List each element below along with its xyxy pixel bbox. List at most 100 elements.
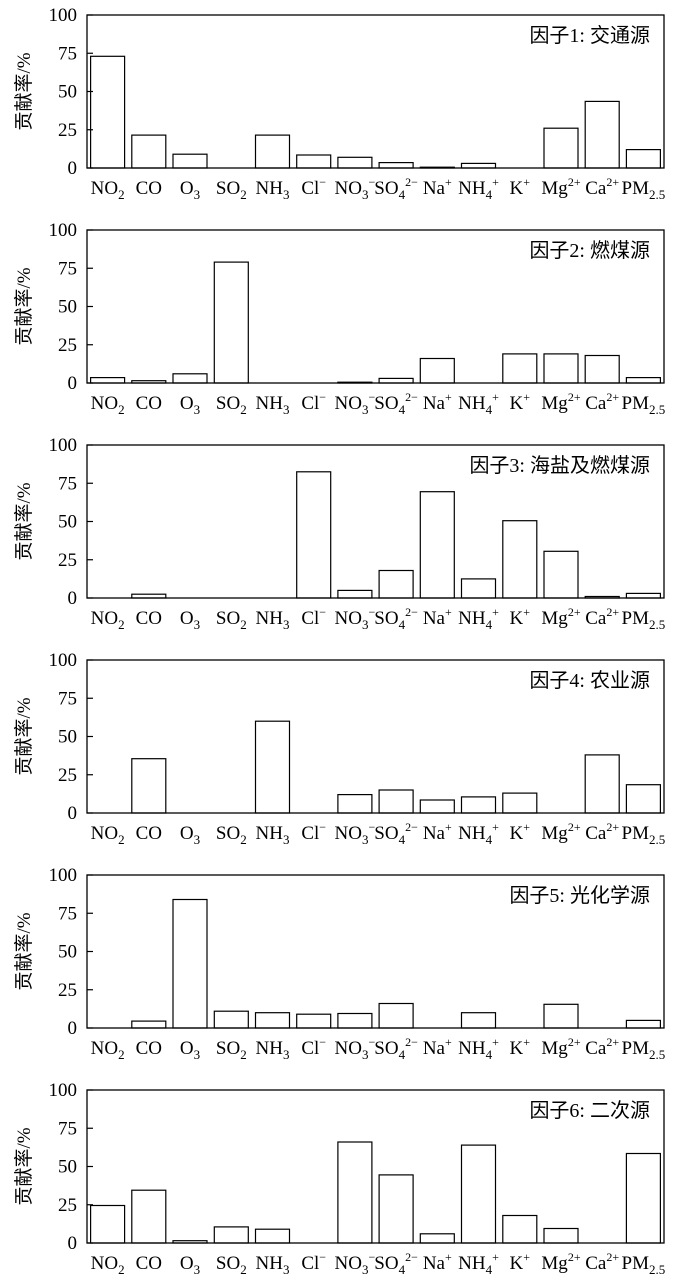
y-tick-label: 75 [58,43,77,64]
bar-1-6 [296,154,332,169]
bar-3-7 [337,589,373,599]
y-tick-label: 50 [58,297,77,318]
category-label: Cl− [301,1035,326,1059]
y-tick-label: 75 [58,258,77,279]
panel-title: 因子4: 农业源 [529,669,650,692]
category-label: K+ [510,820,531,844]
bar-5-3 [172,898,208,1029]
category-label: SO2 [216,1038,247,1062]
category-label: NH4+ [458,390,499,417]
y-tick-label: 0 [68,1018,78,1039]
y-tick-label: 100 [49,1080,78,1101]
bar-4-7 [337,793,373,814]
category-label: PM2.5 [622,608,666,632]
bar-6-5 [254,1228,291,1244]
category-label: PM2.5 [622,1038,666,1062]
category-label: O3 [180,823,200,847]
y-tick-label: 25 [58,765,77,786]
y-tick-label: 50 [58,1157,77,1178]
category-label: NH4+ [458,175,499,202]
category-label: NH4+ [458,1035,499,1062]
category-label: Cl− [301,175,326,199]
bar-4-13 [584,754,620,814]
category-label: NH3 [256,1253,290,1277]
category-label: PM2.5 [622,393,666,417]
y-tick-label: 50 [58,512,77,533]
y-tick-label: 25 [58,550,77,571]
category-label: Mg2+ [541,605,580,629]
bar-5-14 [625,1019,662,1029]
bar-1-3 [172,153,208,169]
chart-panel-5: 0 25 50 75 100 贡献率/% 因子5: 光化学源 NO2 CO O3 SO2 NH3 Cl−… [13,865,665,1062]
bar-2-9 [419,357,455,384]
bar-5-8 [378,1002,414,1029]
y-axis-label: 贡献率/% [13,912,35,990]
y-tick-label: 100 [49,5,78,26]
category-label: Ca2+ [585,820,619,844]
category-label: CO [136,1253,162,1274]
category-label: K+ [510,175,531,199]
category-label: Ca2+ [585,390,619,414]
bar-1-7 [337,156,373,169]
bar-1-8 [378,162,414,169]
bar-3-6 [296,471,332,599]
category-label: SO42− [374,605,418,632]
bar-5-10 [460,1012,497,1029]
y-tick-label: 100 [49,220,78,241]
y-tick-label: 50 [58,942,77,963]
y-tick-label: 0 [68,158,78,179]
category-label: PM2.5 [622,823,666,847]
y-tick-label: 25 [58,980,77,1001]
bar-4-11 [502,792,538,814]
chart-panel-4: 0 25 50 75 100 贡献率/% 因子4: 农业源 NO2 CO O3 SO2 NH3 Cl− N… [13,650,665,847]
category-label: O3 [180,178,200,202]
bar-1-14 [625,149,662,169]
bar-6-12 [543,1227,579,1244]
y-axis-label: 贡献率/% [13,52,35,130]
y-tick-label: 100 [49,650,78,671]
category-label: NO2 [91,608,125,632]
bar-6-2 [131,1189,167,1244]
bar-4-10 [460,796,497,814]
category-label: NH3 [256,178,290,202]
category-label: Mg2+ [541,820,580,844]
bar-3-12 [543,550,579,599]
chart-panel-6: 0 25 50 75 100 贡献率/% 因子6: 二次源 NO2 CO O3 SO2 NH3 Cl− N… [13,1080,665,1277]
category-label: Na+ [423,605,452,629]
bar-2-13 [584,354,620,384]
category-label: Na+ [423,1035,452,1059]
category-label: SO42− [374,1035,418,1062]
y-axis-label: 贡献率/% [13,267,35,345]
y-tick-label: 75 [58,1118,77,1139]
bar-5-2 [131,1020,167,1029]
bar-5-4 [213,1010,249,1029]
panel-title: 因子5: 光化学源 [509,884,650,907]
category-label: NO3− [335,390,376,417]
bar-6-4 [213,1226,249,1244]
category-label: PM2.5 [622,1253,666,1277]
category-label: SO2 [216,823,247,847]
category-label: NO3− [335,1250,376,1277]
bar-5-7 [337,1012,373,1029]
category-label: SO42− [374,820,418,847]
bar-4-8 [378,789,414,814]
category-label: SO2 [216,393,247,417]
bar-6-1 [89,1204,126,1244]
category-label: Ca2+ [585,175,619,199]
category-label: SO42− [374,1250,418,1277]
y-tick-label: 75 [58,473,77,494]
category-label: Cl− [301,390,326,414]
category-label: K+ [510,390,531,414]
y-tick-label: 0 [68,803,78,824]
bar-5-12 [543,1003,579,1029]
category-label: CO [136,823,162,844]
panel-title: 因子6: 二次源 [529,1099,650,1122]
category-label: Na+ [423,1250,452,1274]
chart-panel-1: 0 25 50 75 100 贡献率/% 因子1: 交通源 NO2 CO O3 SO2 NH3 Cl− N… [13,5,665,202]
bar-1-2 [131,134,167,169]
bar-2-12 [543,353,579,384]
category-label: CO [136,608,162,629]
bar-4-2 [131,758,167,814]
category-label: CO [136,393,162,414]
category-label: O3 [180,608,200,632]
